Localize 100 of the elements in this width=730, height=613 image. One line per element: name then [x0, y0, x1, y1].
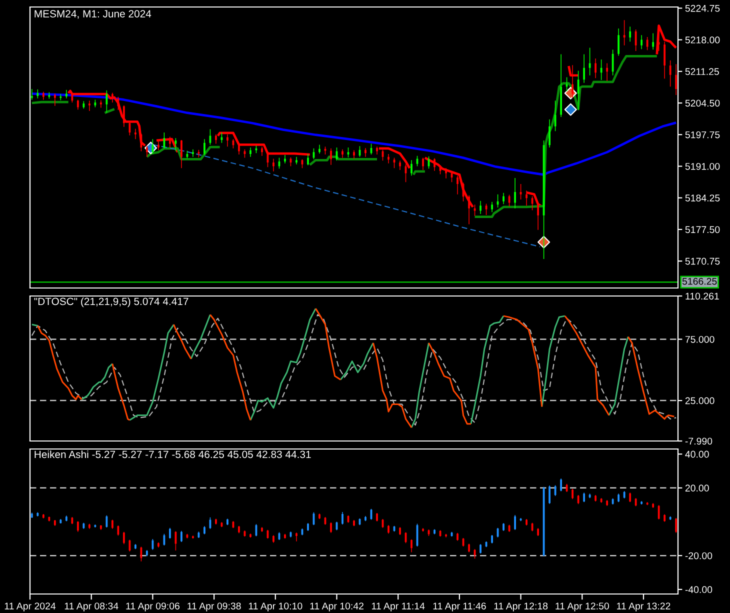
candlestick: [42, 514, 44, 518]
candlestick: [215, 518, 217, 524]
candlestick: [284, 154, 286, 164]
candlestick: [272, 158, 274, 172]
candlestick: [612, 50, 614, 76]
candlestick: [307, 523, 309, 531]
candlestick: [152, 539, 154, 550]
x-tick-label: 11 Apr 10:10: [248, 602, 302, 612]
point: [538, 236, 550, 248]
candlestick: [54, 94, 56, 106]
candlestick: [652, 503, 654, 508]
candlestick: [174, 531, 177, 551]
x-tick-label: 11 Apr 08:34: [64, 602, 118, 612]
x-tick-label: 11 Apr 11:14: [372, 602, 425, 612]
candlestick: [30, 88, 33, 100]
candlestick: [163, 534, 166, 546]
candlestick: [502, 523, 504, 531]
candlestick: [526, 519, 528, 526]
candlestick: [296, 156, 298, 164]
candlestick: [364, 516, 366, 522]
candlestick: [669, 516, 672, 520]
candlestick: [606, 500, 608, 506]
candlestick: [88, 100, 90, 111]
candlestick: [572, 488, 574, 500]
candlestick: [514, 178, 516, 208]
candlestick: [272, 535, 274, 543]
candlestick: [480, 544, 482, 554]
candlestick: [618, 28, 620, 56]
candlestick: [226, 518, 228, 526]
candlestick: [422, 158, 424, 170]
candlestick: [238, 144, 240, 155]
candlestick: [318, 514, 320, 520]
candlestick: [318, 144, 320, 154]
candlestick: [42, 92, 44, 100]
x-tick-label: 11 Apr 11:46: [433, 602, 486, 612]
candlestick: [65, 90, 68, 98]
x-tick-label: 11 Apr 09:06: [126, 602, 180, 612]
candlestick: [675, 64, 678, 96]
candlestick: [204, 526, 206, 534]
candlestick: [554, 485, 556, 496]
candlestick: [186, 534, 188, 538]
candlestick: [226, 134, 228, 147]
y-tick-label: 5177.50: [685, 226, 720, 234]
candlestick: [548, 486, 551, 504]
y-tick-label: 5170.75: [685, 258, 720, 265]
candlestick: [520, 518, 522, 522]
candlestick: [106, 90, 108, 113]
candlestick: [480, 200, 482, 214]
candlestick: [48, 516, 50, 522]
y-tick-label: 5184.25: [685, 194, 720, 202]
candlestick: [36, 89, 39, 98]
candlestick: [594, 58, 597, 78]
candlestick: [388, 154, 390, 164]
candlestick: [600, 498, 602, 503]
candlestick: [577, 495, 580, 504]
candlestick: [566, 484, 568, 492]
candlestick: [54, 520, 56, 526]
candlestick: [168, 528, 171, 539]
candlestick: [117, 525, 120, 536]
candlestick: [583, 492, 586, 502]
candlestick: [134, 544, 136, 550]
point: [564, 103, 577, 116]
candlestick: [76, 521, 79, 532]
candlestick: [30, 512, 33, 518]
candlestick: [606, 63, 608, 81]
candlestick: [364, 148, 366, 157]
candlestick: [296, 532, 298, 542]
candlestick: [157, 140, 160, 150]
candlestick: [640, 35, 643, 50]
candlestick: [502, 192, 504, 204]
ref-line-label: 5166.25: [682, 278, 717, 285]
candlestick: [560, 478, 562, 492]
x-tick-label: 11 Apr 10:42: [310, 602, 364, 612]
y-tick-label: 5204.50: [685, 100, 720, 107]
candlestick: [531, 522, 534, 532]
candlestick: [664, 42, 666, 79]
candlestick: [542, 140, 545, 259]
candlestick: [71, 517, 74, 524]
candlestick: [284, 534, 286, 539]
candlestick: [434, 158, 436, 171]
candlestick: [514, 514, 516, 530]
candlestick: [537, 528, 540, 536]
candlestick: [152, 139, 154, 154]
candlestick: [560, 54, 562, 118]
candlestick: [652, 33, 654, 50]
chart-title: "DTOSC" (21,21,9,5) 5.074 4.417: [34, 297, 188, 308]
candlestick: [128, 540, 131, 552]
candlestick: [71, 92, 74, 103]
candlestick: [388, 525, 390, 534]
candlestick: [168, 136, 171, 148]
x-tick-label: 11 Apr 2024: [4, 602, 56, 612]
candlestick: [572, 65, 574, 98]
y-tick-label: 20.00: [685, 484, 709, 492]
candlestick: [491, 534, 493, 544]
candlestick: [122, 532, 125, 544]
x-tick-label: 11 Apr 09:38: [188, 602, 241, 612]
candlestick: [399, 160, 401, 170]
candlestick: [111, 92, 114, 103]
y-tick-label: 5211.25: [685, 68, 719, 76]
candlestick: [434, 529, 436, 534]
